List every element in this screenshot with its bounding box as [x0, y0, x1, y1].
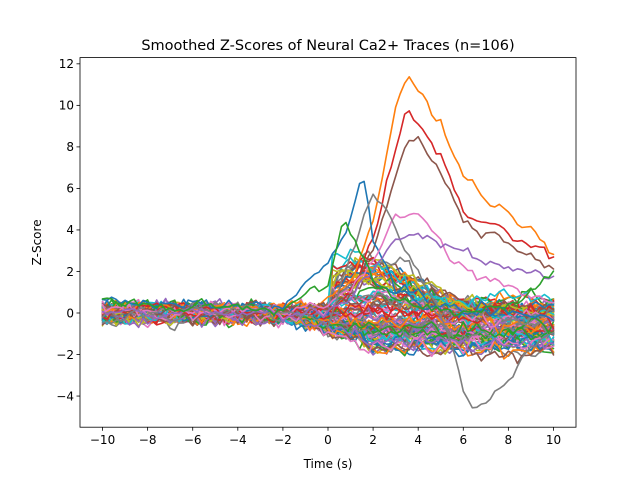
- x-axis-label: Time (s): [303, 457, 353, 471]
- chart-title: Smoothed Z-Scores of Neural Ca2+ Traces …: [141, 38, 514, 54]
- y-axis: −4 −2 0 2 4 6 8 10 12: [56, 57, 80, 403]
- x-tick-label: −4: [229, 433, 247, 447]
- y-tick-label: 2: [66, 265, 74, 279]
- x-tick-label: −10: [90, 433, 115, 447]
- trace-green-early: [101, 221, 555, 317]
- x-tick-label: 2: [369, 433, 377, 447]
- y-tick-label: 0: [66, 306, 74, 320]
- traces-group: [101, 76, 555, 409]
- y-tick-label: 12: [59, 57, 74, 71]
- x-tick-label: 4: [414, 433, 422, 447]
- x-tick-label: −2: [274, 433, 292, 447]
- x-tick-label: 0: [324, 433, 332, 447]
- trace-blue-early: [101, 180, 555, 322]
- x-axis: −10 −8 −6 −4 −2 0 2 4 6 8 10: [90, 427, 561, 447]
- trace-brown-peak: [101, 135, 555, 319]
- y-tick-label: 4: [66, 223, 74, 237]
- y-tick-label: 6: [66, 182, 74, 196]
- x-tick-label: 8: [505, 433, 513, 447]
- x-tick-label: 10: [546, 433, 561, 447]
- trace-purple: [101, 232, 555, 323]
- x-tick-label: 6: [459, 433, 467, 447]
- y-tick-label: 10: [59, 99, 74, 113]
- y-tick-label: −2: [56, 348, 74, 362]
- y-tick-label: 8: [66, 140, 74, 154]
- x-tick-label: −8: [139, 433, 157, 447]
- x-tick-label: −6: [184, 433, 202, 447]
- y-axis-label: Z-Score: [30, 219, 44, 265]
- y-tick-label: −4: [56, 389, 74, 403]
